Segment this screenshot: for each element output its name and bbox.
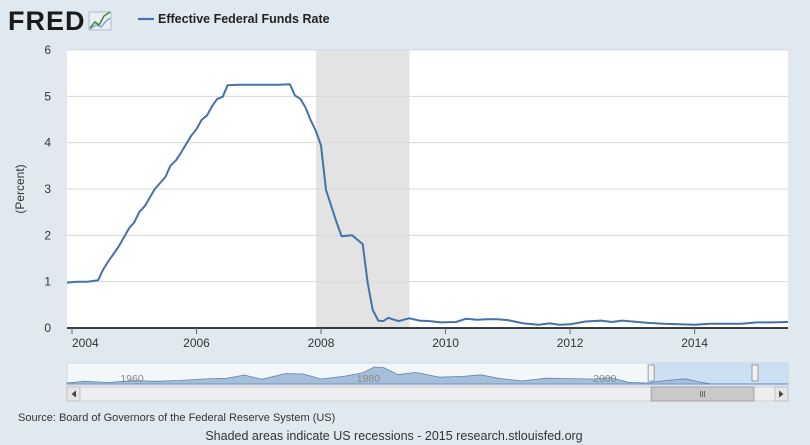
y-tick-label: 5: [44, 89, 51, 103]
x-tick-label: 2014: [681, 336, 708, 350]
scroll-right-button[interactable]: [774, 386, 789, 402]
y-tick-label: 0: [44, 321, 51, 335]
fred-logo-icon: [88, 11, 112, 31]
arrow-right-icon: [779, 390, 784, 398]
legend-label[interactable]: Effective Federal Funds Rate: [158, 12, 330, 26]
y-axis-label: (Percent): [13, 164, 27, 213]
y-tick-label: 6: [44, 43, 51, 57]
fred-logo-text: FRED: [8, 6, 86, 36]
scroll-left-button[interactable]: [66, 386, 81, 402]
x-tick-label: 2006: [183, 336, 210, 350]
x-tick-label: 2012: [557, 336, 584, 350]
y-tick-label: 2: [44, 228, 51, 242]
navigator-label: 1980: [357, 373, 381, 385]
navigator-handle-right[interactable]: [751, 364, 759, 382]
x-tick-label: 2004: [72, 336, 99, 350]
scrollbar[interactable]: [66, 386, 789, 402]
y-axis-ticks: 0 1 2 3 4 5 6: [44, 43, 51, 335]
arrow-left-icon: [71, 390, 76, 398]
series-line-effective-federal-funds-rate: [66, 83, 789, 326]
y-tick-label: 4: [44, 136, 51, 150]
header: FRED Effective Federal Funds Rate: [8, 6, 330, 36]
navigator-label: 1960: [120, 373, 144, 385]
navigator-label: 2000: [593, 373, 617, 385]
recession-note: Shaded areas indicate US recessions - 20…: [205, 429, 582, 443]
x-tick-label: 2008: [308, 336, 335, 350]
navigator-handle-left[interactable]: [647, 364, 655, 382]
y-tick-label: 3: [44, 182, 51, 196]
x-tick-label: 2010: [432, 336, 459, 350]
y-tick-label: 1: [44, 275, 51, 289]
navigator-series-area: [66, 366, 789, 385]
navigator-labels: 1960 1980 2000: [120, 373, 616, 385]
x-axis-ticks: 2004 2006 2008 2010 2012 2014: [71, 328, 708, 350]
grip-icon: [700, 391, 705, 397]
navigator[interactable]: 1960 1980 2000: [66, 362, 789, 386]
source-text: Source: Board of Governors of the Federa…: [18, 412, 335, 424]
